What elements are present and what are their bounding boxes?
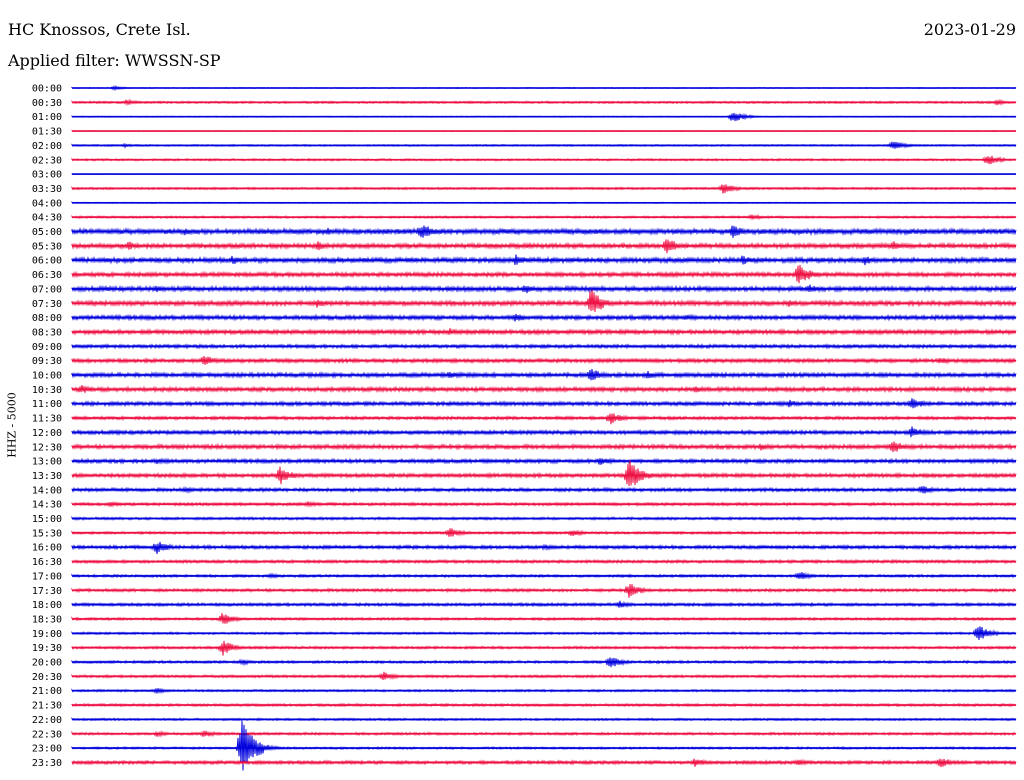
time-tick-label: 13:00	[32, 457, 62, 468]
trace-line	[71, 460, 1017, 487]
time-tick-label: 21:30	[32, 701, 62, 712]
time-tick-label: 06:00	[32, 256, 62, 267]
filter-label: Applied filter: WWSSN-SP	[8, 51, 221, 70]
time-tick-label: 10:30	[32, 385, 62, 396]
time-tick-label: 11:30	[32, 414, 62, 425]
time-tick-label: 04:00	[32, 198, 62, 209]
time-tick-label: 07:00	[32, 284, 62, 295]
time-tick-label: 18:00	[32, 600, 62, 611]
time-tick-label: 05:00	[32, 227, 62, 238]
time-tick-label: 16:00	[32, 543, 62, 554]
station-title: HC Knossos, Crete Isl.	[8, 20, 191, 39]
time-tick-label: 08:00	[32, 313, 62, 324]
time-tick-label: 02:00	[32, 141, 62, 152]
time-tick-label: 14:00	[32, 485, 62, 496]
time-tick-label: 23:30	[32, 758, 62, 769]
time-tick-label: 15:30	[32, 528, 62, 539]
time-tick-label: 17:30	[32, 586, 62, 597]
time-tick-label: 18:30	[32, 614, 62, 625]
time-tick-label: 09:30	[32, 356, 62, 367]
time-tick-label: 03:00	[32, 170, 62, 181]
time-tick-label: 01:00	[32, 112, 62, 123]
time-tick-label: 19:00	[32, 629, 62, 640]
time-tick-label: 15:00	[32, 514, 62, 525]
time-tick-label: 20:00	[32, 658, 62, 669]
time-tick-label: 22:30	[32, 729, 62, 740]
time-tick-label: 00:30	[32, 98, 62, 109]
time-tick-label: 03:30	[32, 184, 62, 195]
time-tick-label: 05:30	[32, 241, 62, 252]
time-tick-label: 00:00	[32, 84, 62, 95]
time-tick-label: 02:30	[32, 155, 62, 166]
time-tick-label: 14:30	[32, 500, 62, 511]
time-tick-label: 13:30	[32, 471, 62, 482]
time-tick-label: 09:00	[32, 342, 62, 353]
time-tick-label: 20:30	[32, 672, 62, 683]
time-tick-label: 19:30	[32, 643, 62, 654]
time-tick-label: 23:00	[32, 744, 62, 755]
time-tick-label: 12:30	[32, 442, 62, 453]
time-tick-label: 11:00	[32, 399, 62, 410]
time-tick-label: 01:30	[32, 127, 62, 138]
time-tick-label: 12:00	[32, 428, 62, 439]
time-tick-label: 07:30	[32, 299, 62, 310]
record-date: 2023-01-29	[923, 20, 1016, 39]
time-tick-label: 17:00	[32, 571, 62, 582]
time-tick-label: 21:00	[32, 686, 62, 697]
time-tick-label: 04:30	[32, 213, 62, 224]
time-tick-label: 06:30	[32, 270, 62, 281]
trace-line	[71, 289, 1017, 313]
time-tick-label: 08:30	[32, 327, 62, 338]
time-tick-label: 22:00	[32, 715, 62, 726]
time-tick-label: 16:30	[32, 557, 62, 568]
time-tick-label: 10:00	[32, 371, 62, 382]
